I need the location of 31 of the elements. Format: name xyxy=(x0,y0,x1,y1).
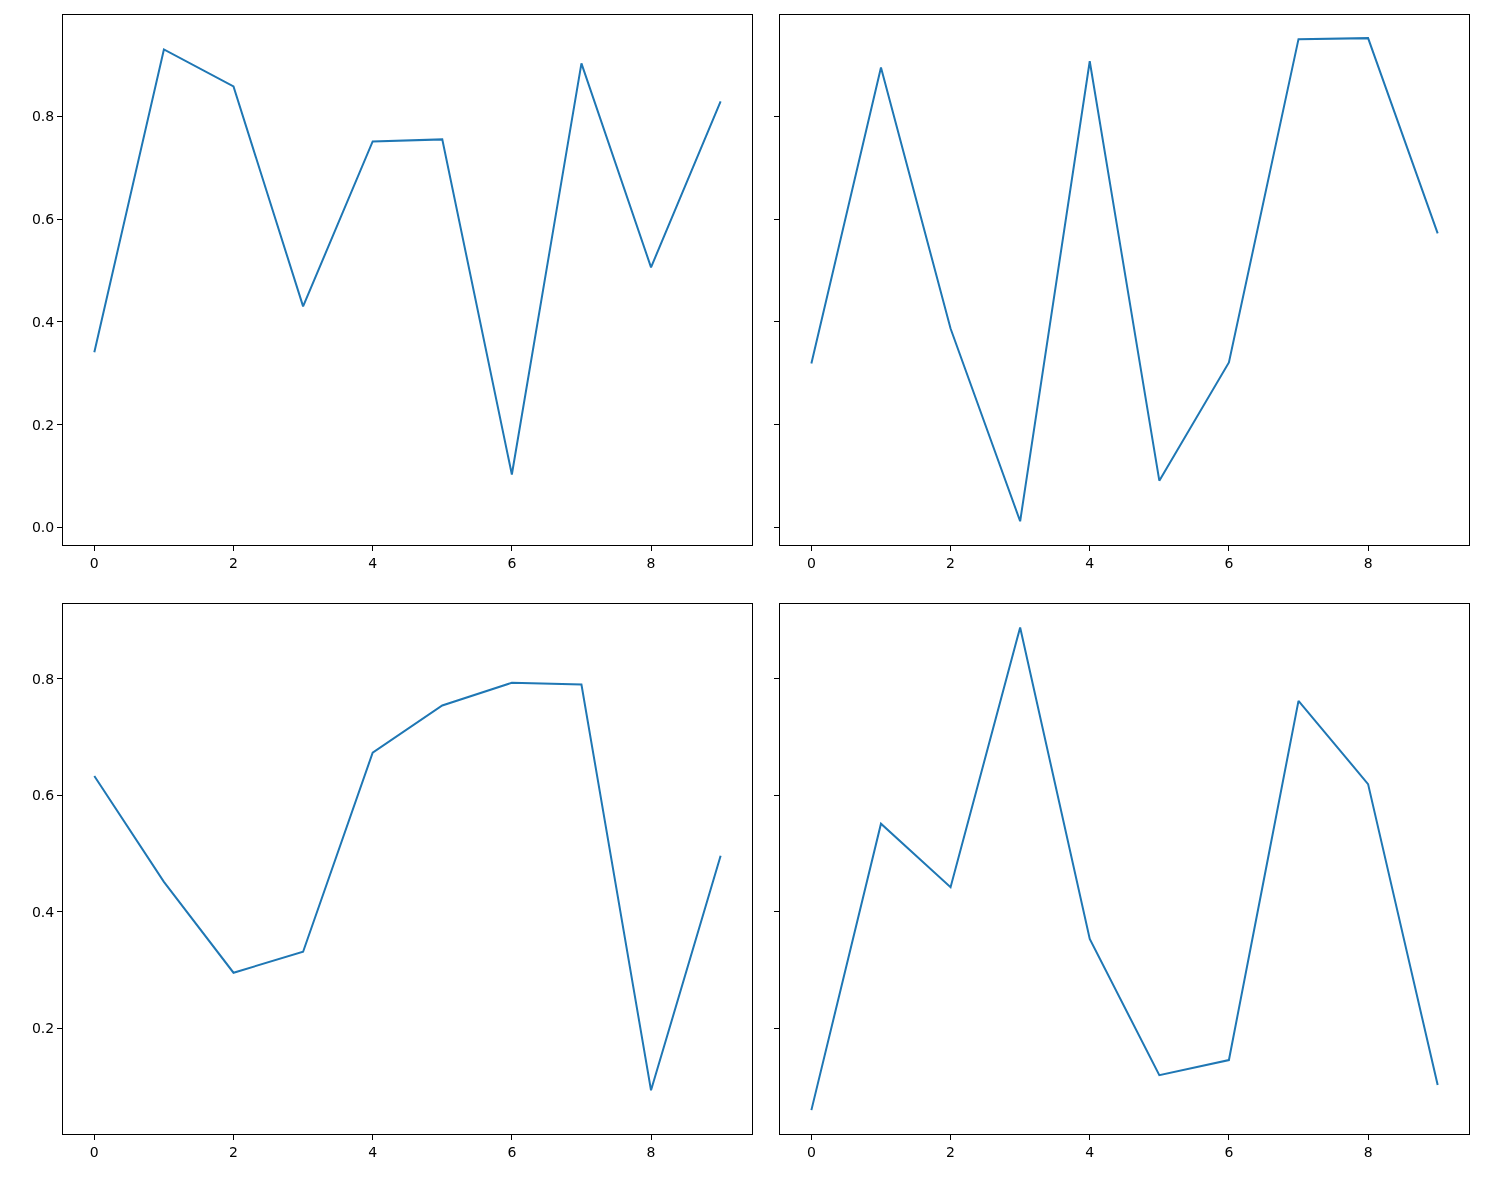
x-tick-label: 8 xyxy=(646,1143,656,1160)
x-tick-label: 4 xyxy=(1085,555,1095,572)
x-tick-label: 6 xyxy=(507,555,517,572)
x-tick-label: 8 xyxy=(1363,555,1373,572)
x-tick-label: 6 xyxy=(507,1143,517,1160)
x-tick-label: 6 xyxy=(1224,555,1234,572)
x-tick-label: 4 xyxy=(368,1143,378,1160)
line-series xyxy=(93,681,722,1092)
x-tick-label: 4 xyxy=(1085,1143,1095,1160)
y-tick-label: 0.8 xyxy=(31,108,55,125)
y-tick-label: 0.6 xyxy=(31,210,55,227)
y-tick-label: 0.2 xyxy=(31,1019,55,1036)
x-tick-label: 8 xyxy=(646,555,656,572)
x-tick-label: 0 xyxy=(89,1143,99,1160)
y-tick-label: 0.2 xyxy=(31,416,55,433)
x-tick-label: 2 xyxy=(229,1143,238,1160)
x-tick-label: 2 xyxy=(946,555,956,572)
y-tick-label: 0.0 xyxy=(31,519,55,536)
x-tick-label: 8 xyxy=(1363,1143,1373,1160)
y-tick-label: 0.8 xyxy=(31,670,55,687)
x-tick-label: 6 xyxy=(1224,1143,1234,1160)
x-tick-label: 0 xyxy=(806,1143,816,1160)
x-tick-label: 0 xyxy=(806,555,816,572)
x-tick-label: 2 xyxy=(229,555,238,572)
x-tick-label: 4 xyxy=(368,555,378,572)
x-tick-label: 2 xyxy=(946,1143,956,1160)
y-tick-label: 0.6 xyxy=(31,787,55,804)
x-tick-label: 0 xyxy=(89,555,99,572)
y-tick-label: 0.4 xyxy=(31,313,55,330)
y-tick-label: 0.4 xyxy=(31,903,55,920)
line-series xyxy=(93,48,722,476)
